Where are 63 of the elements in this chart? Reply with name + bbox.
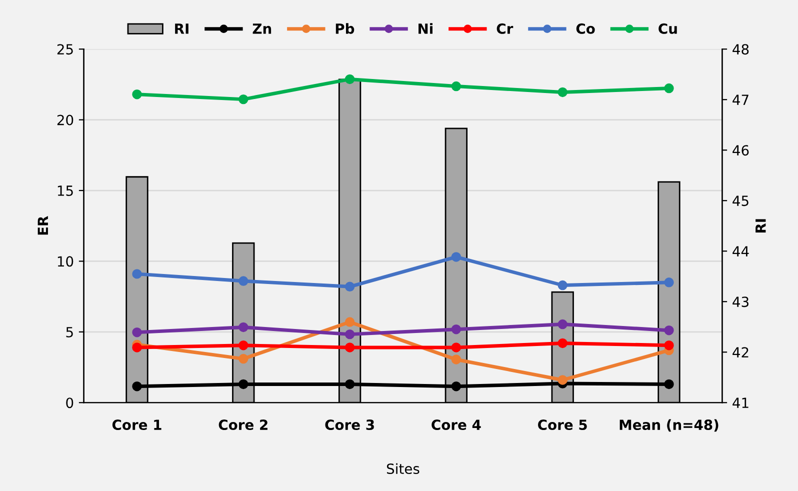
y2-tick-label: 45 (732, 196, 748, 206)
x-tick-label: Core 1 (112, 420, 162, 430)
point (558, 280, 568, 290)
y2-tick-label: 47 (732, 94, 748, 105)
y-tick-label: 20 (57, 114, 74, 126)
legend-label: Pb (336, 23, 354, 34)
y2-tick-label: 42 (732, 347, 748, 358)
point (132, 381, 142, 392)
y2-tick-label: 48 (732, 44, 749, 55)
x-tick-label: Core 4 (432, 420, 481, 430)
point (558, 87, 568, 98)
y-tick-label: 5 (66, 327, 73, 338)
point (451, 252, 462, 262)
point (558, 375, 568, 385)
y2-tick-label: 44 (732, 246, 749, 256)
point (451, 381, 462, 392)
point (344, 342, 355, 352)
x-tick-label: Mean (n=48) (620, 419, 718, 432)
point (664, 340, 674, 350)
point (344, 379, 355, 390)
point (558, 338, 568, 348)
point (664, 326, 674, 336)
point (344, 282, 355, 292)
point (664, 278, 674, 288)
point (664, 83, 674, 94)
point (451, 354, 462, 364)
point (132, 327, 142, 338)
point (238, 340, 248, 350)
point (238, 354, 248, 364)
x-tick-label: Core 2 (218, 420, 268, 430)
legend-label: Ni (418, 23, 432, 34)
point (238, 276, 248, 286)
y2-tick-label: 43 (732, 296, 748, 308)
y-tick-label: 25 (57, 44, 73, 55)
point (344, 74, 355, 84)
y-tick-label: 10 (58, 256, 74, 267)
legend-label: RI (175, 24, 188, 34)
y2-tick-label: 41 (732, 398, 748, 408)
point (344, 329, 355, 340)
point (132, 269, 142, 279)
legend-label: Co (576, 23, 595, 34)
point (558, 319, 568, 330)
point (132, 342, 142, 352)
x-tick-label: Core 3 (325, 420, 374, 430)
point (132, 89, 142, 100)
legend-label: Zn (252, 24, 272, 34)
legend-label: Cr (496, 23, 514, 34)
point (451, 81, 462, 92)
point (664, 379, 674, 390)
point (344, 317, 355, 327)
x-axis-title: Sites (386, 463, 420, 474)
y-axis-title: ER (38, 216, 48, 235)
point (238, 94, 248, 104)
y-tick-label: 0 (66, 398, 74, 408)
x-tick-label: Core 5 (538, 420, 587, 430)
point (451, 342, 462, 352)
point (451, 324, 462, 334)
y2-tick-label: 46 (732, 145, 749, 156)
y2-axis-title: RI (756, 219, 766, 233)
point (238, 379, 248, 390)
point (238, 322, 248, 332)
y-tick-label: 15 (58, 186, 73, 196)
legend-label: Cu (658, 23, 677, 34)
